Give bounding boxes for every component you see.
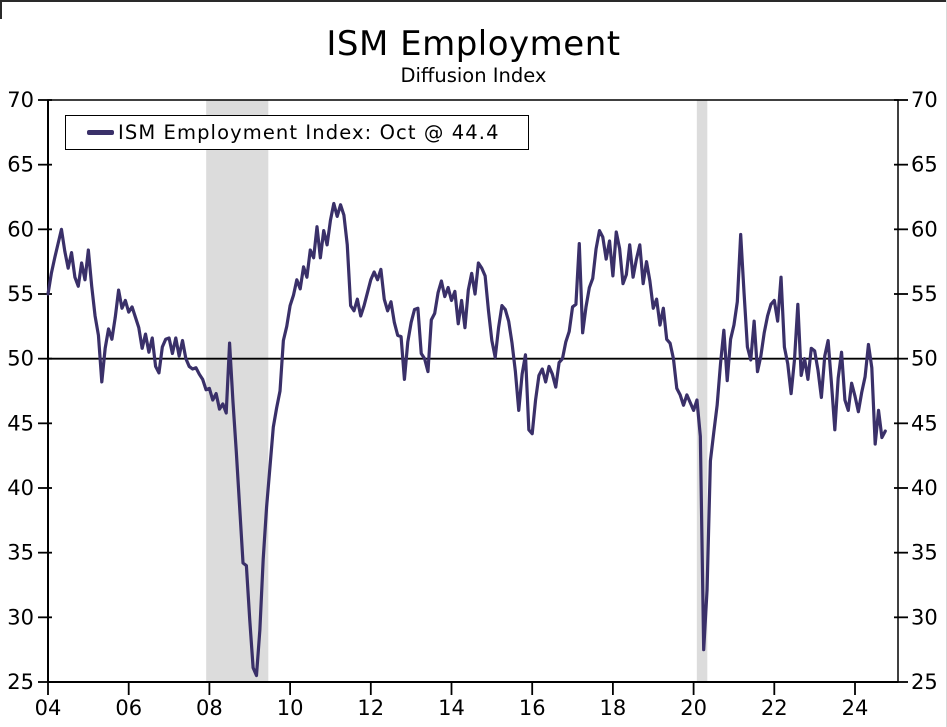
chart-subtitle: Diffusion Index bbox=[400, 64, 547, 87]
legend-label: ISM Employment Index: Oct @ 44.4 bbox=[118, 121, 500, 144]
x-axis-label: 08 bbox=[196, 696, 223, 720]
y-axis-label-left: 50 bbox=[7, 347, 34, 371]
x-axis-label: 14 bbox=[438, 696, 465, 720]
y-axis-label-right: 55 bbox=[911, 282, 938, 306]
chart-title: ISM Employment bbox=[326, 24, 621, 64]
y-axis-label-left: 25 bbox=[7, 670, 34, 694]
recession-band bbox=[206, 100, 269, 682]
y-axis-label-right: 30 bbox=[911, 605, 938, 629]
y-axis-label-right: 50 bbox=[911, 347, 938, 371]
y-axis-label-left: 35 bbox=[7, 541, 34, 565]
y-axis-label-right: 70 bbox=[911, 88, 938, 112]
screenshot-top-border bbox=[0, 0, 947, 2]
y-axis-label-left: 55 bbox=[7, 282, 34, 306]
x-axis-label: 04 bbox=[35, 696, 62, 720]
x-axis-label: 18 bbox=[600, 696, 627, 720]
y-axis-label-right: 25 bbox=[911, 670, 938, 694]
x-axis-label: 10 bbox=[277, 696, 304, 720]
x-axis-label: 20 bbox=[680, 696, 707, 720]
y-axis-label-right: 60 bbox=[911, 217, 938, 241]
x-axis-label: 12 bbox=[357, 696, 384, 720]
y-axis-label-left: 70 bbox=[7, 88, 34, 112]
x-axis-label: 06 bbox=[115, 696, 142, 720]
y-axis-label-left: 30 bbox=[7, 605, 34, 629]
y-axis-label-left: 60 bbox=[7, 217, 34, 241]
legend-line-swatch bbox=[87, 130, 114, 135]
recession-band bbox=[696, 100, 708, 682]
legend: ISM Employment Index: Oct @ 44.4 bbox=[65, 115, 529, 150]
y-axis-label-right: 35 bbox=[911, 541, 938, 565]
y-axis-label-left: 45 bbox=[7, 411, 34, 435]
y-axis-label-left: 40 bbox=[7, 476, 34, 500]
plot-border bbox=[47, 99, 899, 683]
y-axis-label-right: 45 bbox=[911, 411, 938, 435]
x-axis-label: 22 bbox=[761, 696, 788, 720]
x-axis-label: 16 bbox=[519, 696, 546, 720]
screenshot-left-border-artifact bbox=[0, 0, 2, 19]
y-axis-label-left: 65 bbox=[7, 153, 34, 177]
y-axis-label-right: 65 bbox=[911, 153, 938, 177]
y-axis-label-right: 40 bbox=[911, 476, 938, 500]
x-axis-label: 24 bbox=[842, 696, 869, 720]
data-line-ism-employment bbox=[46, 201, 887, 678]
